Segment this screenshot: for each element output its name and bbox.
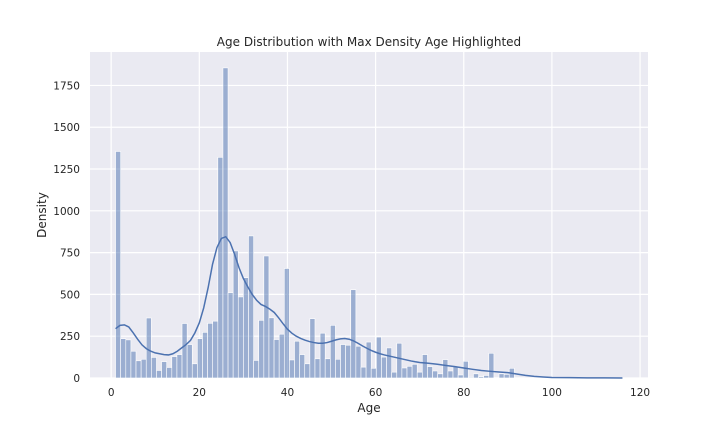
histogram-bar (192, 364, 197, 378)
histogram-bar (417, 372, 422, 378)
histogram-bar (197, 339, 202, 378)
histogram-bar (504, 374, 509, 378)
histogram-bar (233, 251, 238, 378)
x-tick-label: 0 (108, 387, 115, 399)
histogram-bar (315, 359, 320, 378)
histogram-bar (356, 346, 361, 378)
x-tick-label: 40 (281, 387, 294, 399)
y-tick-label: 250 (60, 331, 80, 343)
histogram-bar (453, 367, 458, 378)
histogram-bar (397, 343, 402, 378)
histogram-bar (208, 323, 213, 378)
histogram-bar (351, 290, 356, 378)
histogram-bar (121, 339, 126, 378)
histogram-bar (325, 359, 330, 378)
histogram-bar (305, 364, 310, 378)
histogram-bar (448, 371, 453, 378)
histogram-bar (284, 268, 289, 378)
histogram-bar (243, 278, 248, 378)
histogram-bar (479, 377, 484, 378)
histogram-bar (346, 345, 351, 378)
y-tick-label: 1250 (53, 164, 80, 176)
histogram-bar (254, 360, 259, 378)
histogram-bar (412, 364, 417, 378)
histogram-bar (499, 374, 504, 378)
x-tick-label: 20 (193, 387, 206, 399)
x-axis-label: Age (357, 401, 380, 415)
histogram-bar (402, 368, 407, 378)
y-tick-labels: 0 250 500 750 1000 1250 1500 1750 (53, 80, 80, 385)
histogram-bar (136, 361, 141, 378)
histogram-bar (187, 345, 192, 378)
histogram-bar (172, 357, 177, 378)
histogram-bar (202, 332, 207, 378)
histogram-bar (463, 361, 468, 378)
histogram-bar (116, 151, 121, 378)
histogram-bar (320, 333, 325, 378)
chart-title: Age Distribution with Max Density Age Hi… (217, 35, 521, 49)
histogram-bar (468, 377, 473, 378)
histogram-bar (392, 372, 397, 378)
x-tick-labels: 0 20 40 60 80 100 120 (108, 387, 650, 399)
histogram-bar (131, 351, 136, 378)
histogram-bar (335, 359, 340, 378)
y-tick-label: 750 (60, 248, 80, 260)
histogram-bar (310, 319, 315, 378)
histogram-bar (259, 320, 264, 378)
y-tick-label: 500 (60, 289, 80, 301)
histogram-bar (443, 360, 448, 378)
x-tick-label: 80 (457, 387, 470, 399)
y-tick-label: 0 (73, 373, 80, 385)
histogram-bar (274, 340, 279, 378)
histogram-bar (407, 366, 412, 378)
plot-area (90, 52, 648, 378)
histogram-bar (361, 367, 366, 378)
y-tick-label: 1750 (53, 80, 80, 92)
histogram-bar (295, 341, 300, 378)
histogram-bar (264, 256, 269, 378)
histogram-bar (300, 355, 305, 378)
histogram-bar (427, 367, 432, 378)
histogram-bar (438, 374, 443, 378)
histogram-bar (484, 375, 489, 378)
histogram-bar (371, 368, 376, 378)
x-tick-label: 60 (369, 387, 382, 399)
histogram-bar (381, 357, 386, 378)
histogram-bar (238, 297, 243, 378)
histogram-bar (473, 374, 478, 378)
histogram-bar (146, 318, 151, 378)
histogram-bar (341, 345, 346, 378)
y-tick-label: 1000 (53, 206, 80, 218)
histogram-bar (289, 360, 294, 378)
histogram-bar (182, 323, 187, 378)
histogram-bar (376, 337, 381, 378)
y-tick-label: 1500 (53, 122, 80, 134)
histogram-bar (213, 321, 218, 378)
histogram-bar (458, 375, 463, 378)
y-axis-label: Density (35, 192, 49, 238)
histogram-bar (167, 367, 172, 378)
x-tick-label: 120 (630, 387, 650, 399)
histogram-bar (279, 334, 284, 378)
histogram-bar (126, 340, 131, 378)
histogram-bar (141, 359, 146, 378)
histogram-bar (223, 68, 228, 378)
histogram-bar (269, 318, 274, 378)
x-tick-label: 100 (542, 387, 562, 399)
histogram-bar (151, 357, 156, 378)
histogram-bar (177, 355, 182, 378)
histogram-bar (489, 353, 494, 378)
histogram-bar (330, 325, 335, 378)
histogram-bar (228, 293, 233, 378)
histogram-bar (162, 362, 167, 378)
histogram-bar (156, 370, 161, 378)
histogram-bar (433, 371, 438, 378)
histogram-bar (218, 157, 223, 378)
histogram-bar (387, 348, 392, 378)
histogram-bar (422, 355, 427, 378)
histogram-bar (248, 236, 253, 378)
